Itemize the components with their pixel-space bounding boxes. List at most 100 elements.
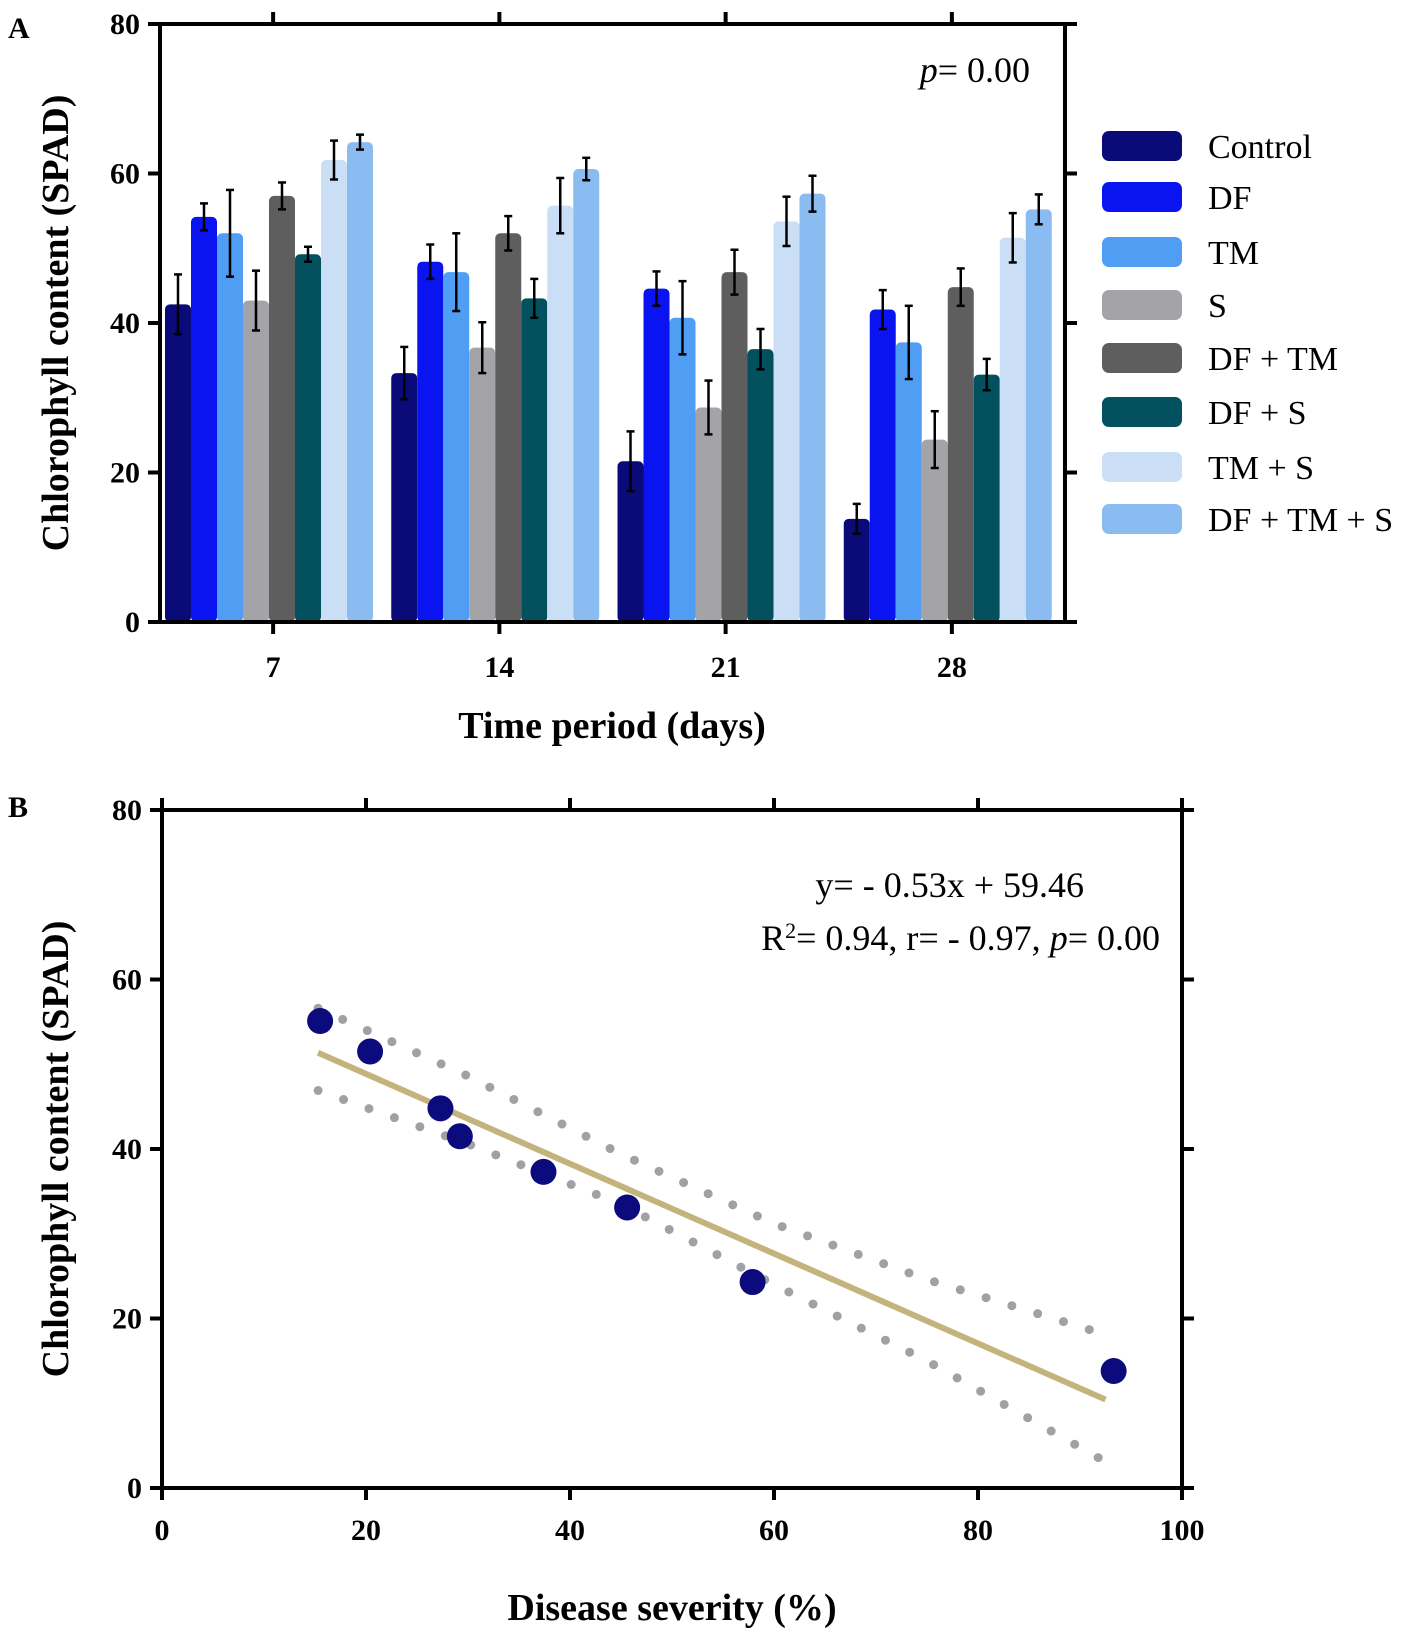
error-bar-day28-2 bbox=[904, 304, 913, 381]
bar-day14-df-tm bbox=[495, 233, 522, 623]
legend-label-1: DF bbox=[1208, 180, 1251, 217]
bar-day28-df bbox=[869, 309, 896, 622]
panel-b-label: B bbox=[8, 791, 28, 824]
x-tick-label-14: 14 bbox=[484, 651, 514, 684]
legend-swatch-1 bbox=[1102, 182, 1182, 212]
error-bar-day28-7 bbox=[1034, 193, 1043, 226]
y-tick-label-0: 0 bbox=[125, 606, 140, 639]
x-tick-label-28: 28 bbox=[937, 651, 967, 684]
bar-day14-tm-s bbox=[547, 205, 574, 622]
y-tick-label-40: 40 bbox=[110, 307, 140, 340]
panel-a-p-value: p= 0.00 bbox=[917, 50, 1030, 90]
scatter-point-2 bbox=[427, 1095, 454, 1122]
panel-b: B 0 20 40 60 80 100 0 20 40 60 80 y= - 0.53x + 59.… bbox=[8, 791, 1205, 1629]
panel-b-r2-exponent: 2 bbox=[785, 918, 796, 943]
bar-day28-control bbox=[843, 518, 870, 622]
error-bar-day28-5 bbox=[982, 357, 991, 392]
legend-item-4: DF + TM bbox=[1102, 341, 1338, 378]
panel-b-confidence-bands bbox=[313, 1003, 1110, 1467]
error-bar-day28-4 bbox=[956, 267, 965, 308]
panel-a-p-symbol: p bbox=[917, 50, 938, 90]
panel-a-bars bbox=[165, 142, 1052, 623]
bar-day14-df-s bbox=[521, 298, 548, 622]
y-tick-label-20: 20 bbox=[110, 457, 140, 490]
bar-day21-tm-s bbox=[773, 221, 800, 622]
legend-swatch-4 bbox=[1102, 343, 1182, 373]
legend-item-7: DF + TM + S bbox=[1102, 502, 1393, 539]
y-tick-label-80: 80 bbox=[112, 794, 142, 827]
bar-day21-s bbox=[695, 407, 722, 622]
panel-b-r2-prefix: R bbox=[761, 918, 785, 958]
y-tick-label-80: 80 bbox=[110, 8, 140, 41]
legend-swatch-7 bbox=[1102, 504, 1182, 534]
scatter-point-6 bbox=[739, 1269, 766, 1296]
panel-b-p-symbol: p bbox=[1047, 918, 1068, 958]
legend-swatch-5 bbox=[1102, 397, 1182, 427]
panel-a-label: A bbox=[8, 12, 30, 45]
bar-day7-control bbox=[165, 304, 191, 622]
panel-b-x-axis-title: Disease severity (%) bbox=[507, 1587, 836, 1629]
legend-label-2: TM bbox=[1208, 235, 1259, 272]
bar-day7-df-s bbox=[295, 254, 321, 623]
error-bar-day14-2 bbox=[452, 232, 461, 313]
y-tick-label-40: 40 bbox=[112, 1133, 142, 1166]
error-bar-day14-4 bbox=[504, 214, 513, 252]
x-tick-label-7: 7 bbox=[266, 651, 281, 684]
error-bar-day14-3 bbox=[478, 321, 487, 375]
error-bar-day28-6 bbox=[1008, 211, 1017, 264]
error-bar-day14-7 bbox=[582, 156, 591, 182]
y-tick-label-60: 60 bbox=[110, 158, 140, 191]
bar-day7-tm bbox=[217, 233, 243, 623]
x-tick-label-40: 40 bbox=[555, 1514, 585, 1547]
panel-a-x-axis-title: Time period (days) bbox=[458, 705, 766, 747]
legend-item-6: TM + S bbox=[1102, 450, 1314, 487]
error-bar-day21-2 bbox=[678, 279, 687, 356]
bar-day14-tm bbox=[443, 272, 470, 622]
legend-label-3: S bbox=[1208, 288, 1227, 325]
legend-label-7: DF + TM + S bbox=[1208, 502, 1393, 539]
legend-label-4: DF + TM bbox=[1208, 341, 1338, 378]
error-bar-day7-5 bbox=[304, 245, 312, 263]
legend-item-0: Control bbox=[1102, 129, 1312, 166]
panel-a-legend: Control DF TM S DF + TM DF + S TM + S DF + TM +… bbox=[1102, 129, 1393, 539]
panel-b-axes: 0 20 40 60 80 100 0 20 40 60 80 bbox=[112, 794, 1205, 1547]
bar-day14-s bbox=[469, 347, 496, 622]
error-bar-day7-2 bbox=[226, 188, 234, 278]
legend-label-6: TM + S bbox=[1208, 450, 1314, 487]
error-bar-day21-6 bbox=[782, 195, 791, 248]
error-bar-day14-5 bbox=[530, 277, 539, 320]
x-tick-label-60: 60 bbox=[759, 1514, 789, 1547]
panel-a-p-text: = 0.00 bbox=[938, 50, 1030, 90]
bar-day14-df bbox=[417, 261, 444, 622]
x-tick-label-100: 100 bbox=[1160, 1514, 1205, 1547]
error-bar-day21-7 bbox=[808, 174, 817, 213]
error-bar-day7-1 bbox=[200, 202, 208, 232]
bar-day28-s bbox=[921, 439, 948, 622]
scatter-point-3 bbox=[446, 1123, 473, 1150]
error-bar-day28-3 bbox=[930, 409, 939, 470]
bar-day21-df-tm bbox=[721, 272, 748, 622]
error-bar-day21-4 bbox=[730, 248, 739, 296]
legend-item-1: DF bbox=[1102, 180, 1251, 217]
panel-a-axes: 7 14 21 28 0 20 40 60 80 bbox=[110, 8, 1077, 684]
bar-day28-df-tm bbox=[947, 287, 974, 622]
y-tick-label-0: 0 bbox=[127, 1472, 142, 1505]
panel-a-error-bars bbox=[174, 133, 1043, 536]
panel-b-p-text: = 0.00 bbox=[1068, 918, 1160, 958]
x-tick-label-80: 80 bbox=[963, 1514, 993, 1547]
legend-item-5: DF + S bbox=[1102, 395, 1307, 432]
legend-swatch-2 bbox=[1102, 237, 1182, 267]
legend-swatch-3 bbox=[1102, 290, 1182, 320]
error-bar-day7-4 bbox=[278, 181, 286, 211]
x-tick-label-21: 21 bbox=[711, 651, 741, 684]
error-bar-day21-5 bbox=[756, 327, 765, 371]
panel-b-y-axis-title: Chlorophyll content (SPAD) bbox=[35, 921, 77, 1378]
bar-day14-df-tm-s bbox=[573, 169, 600, 622]
bar-day28-df-tm-s bbox=[1025, 209, 1052, 622]
panel-b-stats: R2= 0.94, r= - 0.97, p= 0.00 bbox=[761, 918, 1160, 959]
error-bar-day21-3 bbox=[704, 379, 713, 436]
bar-day7-df-tm-s bbox=[347, 142, 373, 623]
legend-label-5: DF + S bbox=[1208, 395, 1307, 432]
panel-a-y-axis-title: Chlorophyll content (SPAD) bbox=[35, 95, 77, 552]
